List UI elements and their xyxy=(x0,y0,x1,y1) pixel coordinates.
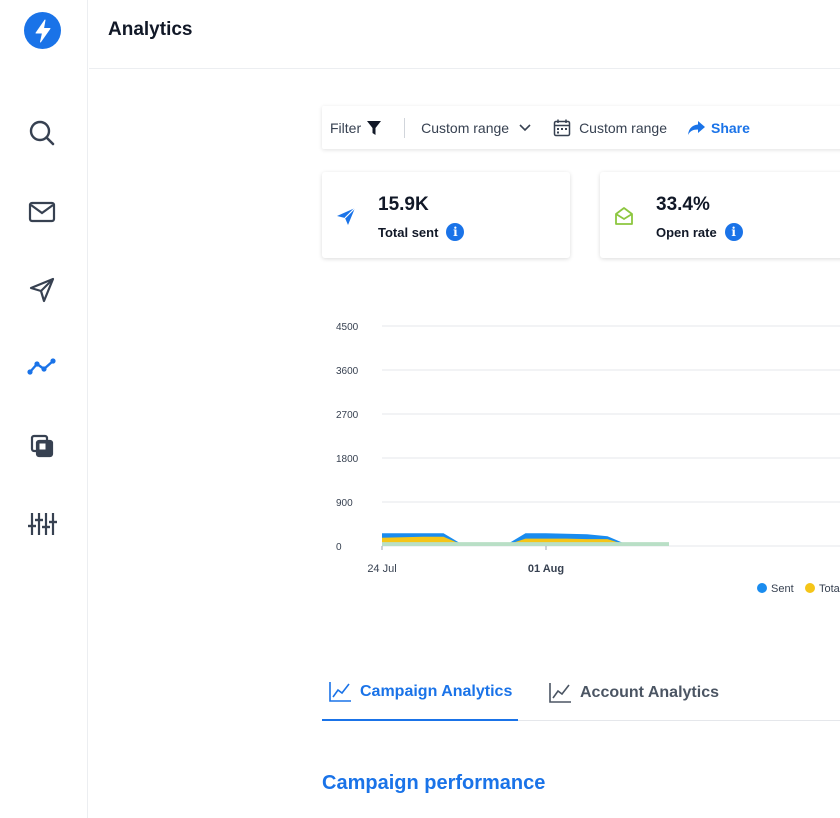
sidebar-item-mail[interactable] xyxy=(26,196,58,228)
info-icon[interactable]: i xyxy=(446,223,465,241)
tab-account-analytics[interactable]: Account Analytics xyxy=(548,664,719,721)
share-button[interactable]: Share xyxy=(687,120,750,136)
y-tick-label: 4500 xyxy=(336,322,359,333)
y-tick-label: 0 xyxy=(336,542,342,553)
mail-icon xyxy=(28,201,56,223)
open-envelope-icon xyxy=(615,207,633,225)
tab-campaign-analytics[interactable]: Campaign Analytics xyxy=(322,664,519,721)
tab-label: Account Analytics xyxy=(580,683,719,701)
sidebar-item-search[interactable] xyxy=(26,117,58,149)
paper-plane-icon xyxy=(337,207,356,225)
stat-label-wrap: Total sent i xyxy=(378,223,465,241)
y-tick-label: 3600 xyxy=(336,366,359,377)
range-select-label: Custom range xyxy=(421,119,510,136)
date-range-picker[interactable]: Custom range xyxy=(553,119,667,137)
settings-sliders-icon xyxy=(28,513,57,535)
series-area-base xyxy=(382,542,669,546)
lightning-icon xyxy=(35,19,50,42)
filter-button[interactable]: Filter xyxy=(330,120,382,136)
toolbar-divider xyxy=(404,117,406,138)
analytics-icon xyxy=(27,358,56,375)
stat-value: 33.4% xyxy=(656,194,710,215)
chart-svg: 4500 3600 2700 1800 900 0 24 Jul 01 Aug Sent Tota xyxy=(336,322,840,595)
sidebar xyxy=(0,0,88,818)
section-title: Campaign performance xyxy=(322,772,546,794)
sidebar-item-settings[interactable] xyxy=(26,508,58,540)
legend-marker xyxy=(757,583,767,593)
legend-label: Tota xyxy=(819,583,840,595)
sent-opened-chart: 4500 3600 2700 1800 900 0 24 Jul 01 Aug Sent Tota xyxy=(322,310,840,610)
analytics-toolbar: Filter Custom range Custom range Share xyxy=(322,106,840,149)
sidebar-item-templates[interactable] xyxy=(26,430,58,462)
stat-card-open-rate: 33.4% Open rate i xyxy=(600,172,840,258)
info-icon[interactable]: i xyxy=(724,223,743,241)
templates-icon xyxy=(30,434,54,458)
tab-label: Campaign Analytics xyxy=(360,682,513,700)
y-tick-label: 900 xyxy=(336,498,353,509)
date-range-label: Custom range xyxy=(579,119,667,136)
stat-label: Open rate xyxy=(656,224,717,240)
y-tick-label: 2700 xyxy=(336,410,359,421)
calendar-icon xyxy=(553,119,571,136)
share-label: Share xyxy=(711,119,750,136)
analytics-tabs: Campaign Analytics Account Analytics xyxy=(322,664,840,721)
y-tick-label: 1800 xyxy=(336,454,359,465)
range-select[interactable]: Custom range xyxy=(421,120,531,136)
stat-value: 15.9K xyxy=(378,194,429,215)
sidebar-item-campaigns[interactable] xyxy=(26,274,58,306)
legend-label: Sent xyxy=(771,583,794,595)
send-icon xyxy=(29,277,55,303)
stat-label: Total sent xyxy=(378,224,439,240)
stat-card-total-sent: 15.9K Total sent i xyxy=(322,172,570,258)
chevron-down-icon xyxy=(519,123,531,131)
search-icon xyxy=(29,120,55,146)
stat-label-wrap: Open rate i xyxy=(656,223,743,241)
sidebar-item-analytics[interactable] xyxy=(26,351,58,383)
x-tick-label: 24 Jul xyxy=(367,563,396,575)
x-tick-label: 01 Aug xyxy=(528,563,564,575)
legend-marker xyxy=(805,583,815,593)
line-chart-icon xyxy=(329,681,351,702)
filter-label: Filter xyxy=(330,119,362,136)
topbar: Analytics xyxy=(89,0,840,69)
share-icon xyxy=(688,120,705,135)
page-title: Analytics xyxy=(108,19,193,40)
filter-icon xyxy=(367,120,382,135)
app-logo[interactable] xyxy=(24,12,61,49)
line-chart-icon xyxy=(549,682,571,703)
